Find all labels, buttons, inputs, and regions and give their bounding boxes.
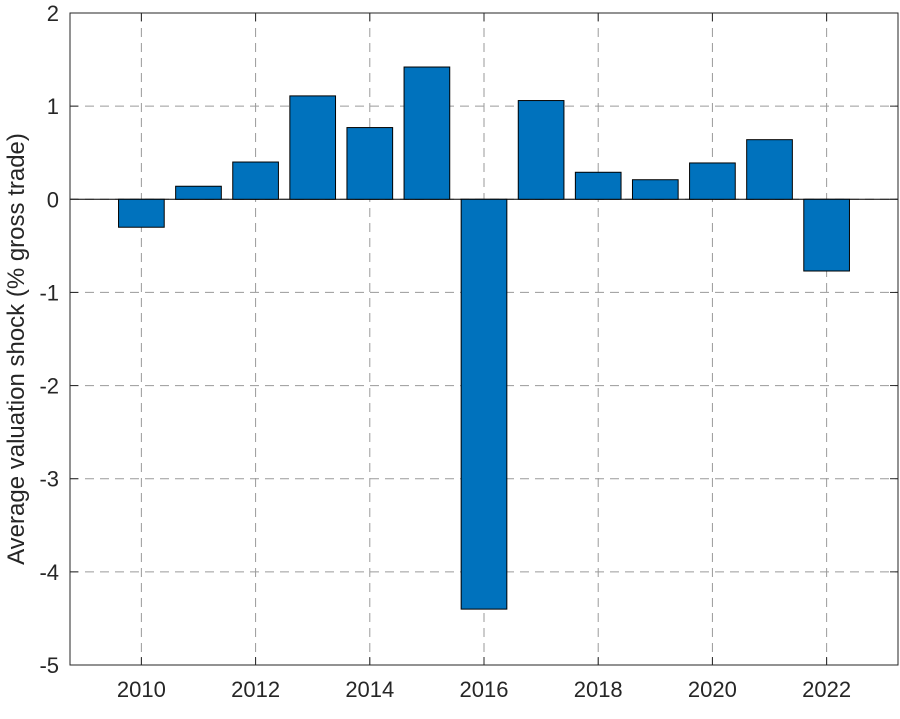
y-axis-label: Average valuation shock (% gross trade) [3,133,30,565]
bar-2019 [631,179,679,200]
x-tick-label: 2010 [117,677,166,702]
x-tick-label: 2022 [802,677,851,702]
x-tick-label: 2020 [688,677,737,702]
y-tick-label: -5 [39,653,59,678]
y-tick-label: -3 [39,467,59,492]
bar-2010 [118,198,165,228]
y-tick-label: 0 [47,187,59,212]
x-tick-label: 2014 [345,677,394,702]
x-tick-label: 2018 [574,677,623,702]
bar-2015 [403,66,451,200]
bar-2012 [232,161,279,200]
bar-2021 [746,139,793,200]
y-tick-label: -2 [39,374,59,399]
y-tick-label: 1 [47,94,59,119]
bar-2017 [517,100,565,200]
bars [118,66,850,610]
y-tick-label: -4 [39,560,59,585]
bar-2011 [175,185,222,200]
bar-2016 [460,198,508,610]
bar-2014 [346,127,394,200]
y-tick-label: 2 [47,1,59,26]
axes [69,12,899,666]
bar-2020 [689,162,736,200]
bar-2013 [289,95,337,200]
x-tick-label: 2016 [460,677,509,702]
tick-labels: 2010 2012 2014 2016 2018 2020 2022 -5 -4 -3 -2 -1 0 1… [39,1,851,702]
x-tick-label: 2012 [231,677,280,702]
bar-2018 [574,171,622,200]
y-tick-label: -1 [39,280,59,305]
bar-2022 [803,198,850,272]
